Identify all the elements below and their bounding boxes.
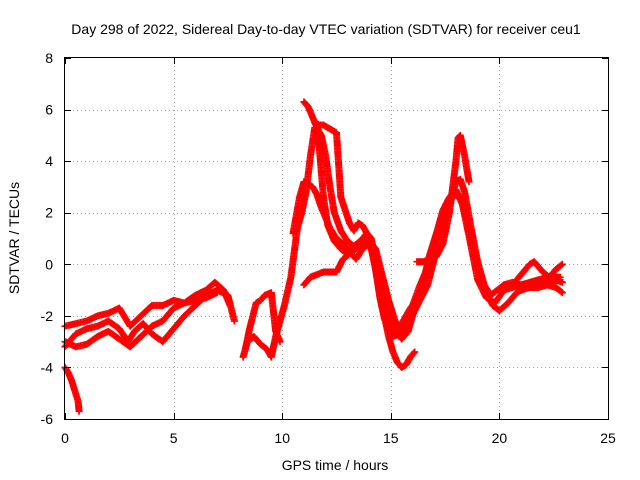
data-point xyxy=(75,407,83,415)
series-9 xyxy=(311,118,419,338)
data-point xyxy=(411,299,419,307)
grid-lines xyxy=(65,58,608,419)
chart-title: Day 298 of 2022, Sidereal Day-to-day VTE… xyxy=(71,21,581,37)
series-11 xyxy=(413,131,473,266)
series-3 xyxy=(61,289,221,351)
series-7 xyxy=(300,191,564,333)
data-point xyxy=(557,288,565,296)
series-10 xyxy=(241,289,284,353)
data-point xyxy=(230,317,238,325)
data-point xyxy=(465,178,473,186)
data-point xyxy=(410,349,418,357)
axis-ticks: 0 5 10 15 20 25 -6 -4 -2 0 2 4 6 8 xyxy=(41,50,616,446)
x-tick-label: 10 xyxy=(274,430,290,446)
data-point xyxy=(411,348,419,356)
x-tick-label: 20 xyxy=(492,430,508,446)
y-axis-title: SDTVAR / TECUs xyxy=(6,182,22,294)
x-axis-title: GPS time / hours xyxy=(282,457,389,473)
y-tick-label: 8 xyxy=(45,50,53,66)
data-point xyxy=(557,261,565,269)
y-tick-label: 6 xyxy=(45,102,53,118)
y-tick-label: -6 xyxy=(41,411,54,427)
data-point xyxy=(558,260,566,268)
y-tick-label: 2 xyxy=(45,205,53,221)
series-13 xyxy=(517,281,566,297)
plot-border xyxy=(64,57,609,420)
x-tick-label: 25 xyxy=(600,430,616,446)
x-tick-label: 0 xyxy=(61,430,69,446)
data-point xyxy=(276,338,284,346)
data-point xyxy=(410,300,418,308)
series-2 xyxy=(61,286,238,351)
data-markers xyxy=(61,98,566,415)
y-tick-label: 4 xyxy=(45,153,53,169)
y-tick-label: 0 xyxy=(45,256,53,272)
data-point xyxy=(558,289,566,297)
data-point xyxy=(213,289,221,297)
x-tick-label: 5 xyxy=(170,430,178,446)
y-tick-label: -4 xyxy=(41,359,54,375)
data-point xyxy=(556,276,564,284)
x-tick-label: 15 xyxy=(383,430,399,446)
y-tick-label: -2 xyxy=(41,308,54,324)
series-12 xyxy=(513,258,566,284)
